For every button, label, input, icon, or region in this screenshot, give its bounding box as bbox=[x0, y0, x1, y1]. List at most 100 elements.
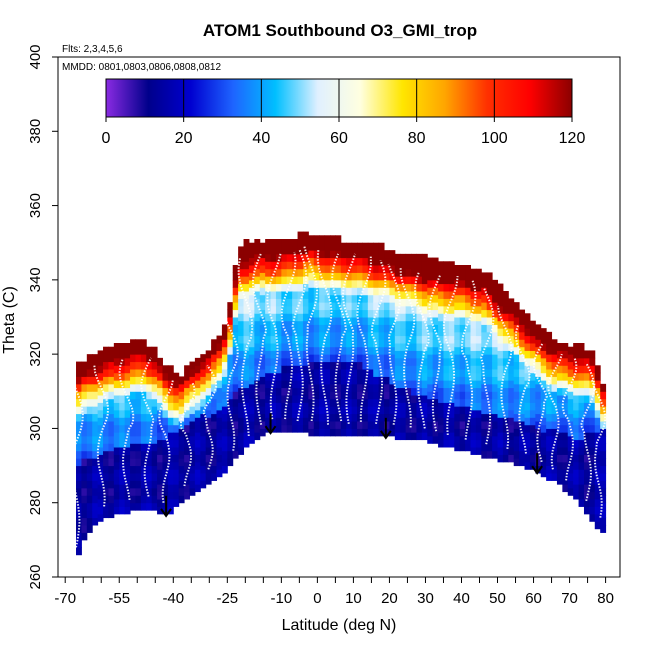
heatmap-cell bbox=[124, 499, 131, 507]
heatmap-cell bbox=[216, 343, 223, 351]
heatmap-cell bbox=[519, 383, 526, 392]
heatmap-cell bbox=[76, 502, 82, 511]
heatmap-cell bbox=[243, 328, 250, 337]
heatmap-cell bbox=[556, 417, 563, 426]
heatmap-cell bbox=[151, 435, 158, 444]
heatmap-cell bbox=[275, 305, 282, 314]
x-axis-label: Latitude (deg N) bbox=[282, 617, 397, 634]
heatmap-cell bbox=[394, 402, 401, 411]
heatmap-cell bbox=[529, 417, 536, 426]
heatmap-cell bbox=[194, 417, 201, 426]
heatmap-cell bbox=[173, 372, 180, 381]
heatmap-cell bbox=[432, 346, 439, 355]
heatmap-cell bbox=[389, 294, 396, 303]
heatmap-cell bbox=[540, 343, 547, 351]
heatmap-cell bbox=[113, 491, 120, 500]
heatmap-cell bbox=[411, 305, 417, 314]
heatmap-cell bbox=[319, 413, 326, 422]
heatmap-cell bbox=[378, 398, 385, 407]
heatmap-cell bbox=[140, 428, 147, 437]
heatmap-cell bbox=[411, 283, 417, 292]
heatmap-cell bbox=[335, 257, 342, 266]
heatmap-cell bbox=[292, 357, 299, 366]
flights-label: Flts: 2,3,4,5,6 bbox=[62, 44, 123, 55]
heatmap-cell bbox=[362, 354, 369, 363]
heatmap-cell bbox=[416, 380, 423, 389]
heatmap-cell bbox=[270, 305, 277, 314]
heatmap-cell bbox=[362, 361, 369, 370]
heatmap-cell bbox=[562, 469, 569, 478]
heatmap-cell bbox=[232, 398, 239, 407]
heatmap-cell bbox=[567, 383, 574, 392]
heatmap-cell bbox=[135, 428, 142, 437]
heatmap-cell bbox=[200, 421, 207, 429]
heatmap-cell bbox=[378, 279, 385, 288]
heatmap-cell bbox=[513, 421, 520, 429]
heatmap-cell bbox=[497, 320, 504, 329]
heatmap-cell bbox=[211, 376, 218, 385]
heatmap-cell bbox=[427, 354, 434, 363]
heatmap-cell bbox=[92, 435, 99, 444]
heatmap-cell bbox=[465, 376, 471, 385]
heatmap-cell bbox=[454, 383, 461, 392]
heatmap-cell bbox=[113, 506, 120, 515]
heatmap-cell bbox=[551, 361, 558, 370]
profile-trace bbox=[399, 267, 416, 428]
heatmap-cell bbox=[394, 328, 401, 337]
heatmap-cell bbox=[211, 369, 218, 377]
heatmap-cell bbox=[319, 331, 326, 340]
heatmap-cell bbox=[76, 383, 82, 392]
heatmap-cell bbox=[324, 257, 331, 266]
heatmap-cell bbox=[270, 343, 277, 351]
heatmap-cell bbox=[319, 309, 326, 318]
heatmap-cell bbox=[265, 387, 272, 396]
heatmap-cell bbox=[189, 406, 196, 415]
heatmap-cell bbox=[324, 302, 331, 311]
heatmap-cell bbox=[119, 439, 126, 448]
heatmap-cell bbox=[432, 435, 439, 444]
heatmap-cell bbox=[216, 439, 223, 448]
heatmap-cell bbox=[254, 357, 261, 366]
heatmap-cell bbox=[432, 361, 439, 370]
heatmap-cell bbox=[497, 447, 504, 455]
x-tick-label: -55 bbox=[108, 590, 130, 607]
heatmap-cell bbox=[157, 439, 163, 448]
heatmap-cell bbox=[302, 424, 309, 433]
heatmap-cell bbox=[416, 402, 423, 411]
heatmap-cell bbox=[346, 391, 353, 400]
heatmap-cell bbox=[238, 395, 245, 403]
heatmap-cell bbox=[329, 294, 336, 303]
heatmap-cell bbox=[373, 376, 380, 385]
heatmap-cell bbox=[113, 395, 120, 403]
heatmap-cell bbox=[367, 257, 374, 266]
heatmap-cell bbox=[140, 413, 147, 422]
heatmap-cell bbox=[211, 443, 218, 452]
heatmap-cell bbox=[362, 287, 369, 296]
heatmap-cell bbox=[178, 458, 185, 467]
heatmap-cell bbox=[76, 532, 82, 541]
heatmap-cell bbox=[248, 391, 255, 400]
heatmap-cell bbox=[146, 361, 153, 370]
heatmap-cell bbox=[313, 331, 320, 340]
heatmap-cell bbox=[438, 357, 444, 366]
heatmap-cell bbox=[583, 499, 590, 507]
heatmap-cell bbox=[324, 339, 331, 348]
heatmap-cell bbox=[281, 380, 288, 389]
heatmap-cell bbox=[459, 272, 466, 281]
heatmap-cell bbox=[97, 417, 104, 426]
heatmap-cell bbox=[594, 484, 601, 493]
heatmap-cell bbox=[351, 257, 358, 266]
heatmap-cell bbox=[535, 458, 542, 467]
heatmap-cell bbox=[302, 357, 309, 366]
heatmap-cell bbox=[329, 331, 336, 340]
heatmap-cell bbox=[243, 372, 250, 381]
heatmap-cell bbox=[292, 365, 299, 374]
heatmap-cell bbox=[248, 421, 255, 429]
heatmap-cell bbox=[135, 398, 142, 407]
heatmap-cell bbox=[286, 313, 293, 322]
heatmap-cell bbox=[362, 272, 369, 281]
heatmap-cell bbox=[357, 287, 363, 296]
heatmap-cell bbox=[384, 421, 390, 429]
heatmap-cell bbox=[108, 369, 115, 377]
heatmap-cell bbox=[308, 421, 315, 429]
